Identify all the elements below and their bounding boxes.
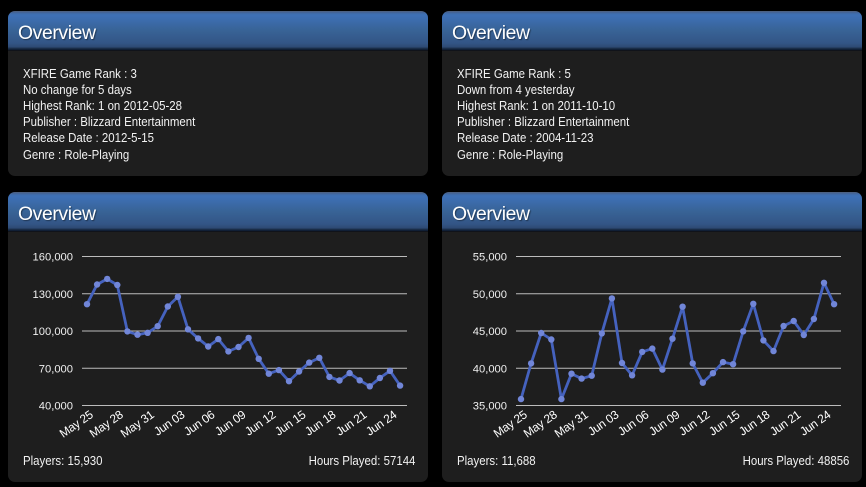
svg-text:70,000: 70,000 — [39, 363, 73, 375]
svg-text:50,000: 50,000 — [473, 289, 507, 301]
svg-text:100,000: 100,000 — [33, 326, 73, 338]
svg-text:35,000: 35,000 — [473, 401, 507, 413]
svg-text:40,000: 40,000 — [39, 401, 73, 413]
svg-text:55,000: 55,000 — [473, 252, 507, 264]
svg-text:160,000: 160,000 — [33, 252, 73, 264]
svg-text:130,000: 130,000 — [33, 289, 73, 301]
svg-text:40,000: 40,000 — [473, 363, 507, 375]
svg-text:45,000: 45,000 — [473, 326, 507, 338]
